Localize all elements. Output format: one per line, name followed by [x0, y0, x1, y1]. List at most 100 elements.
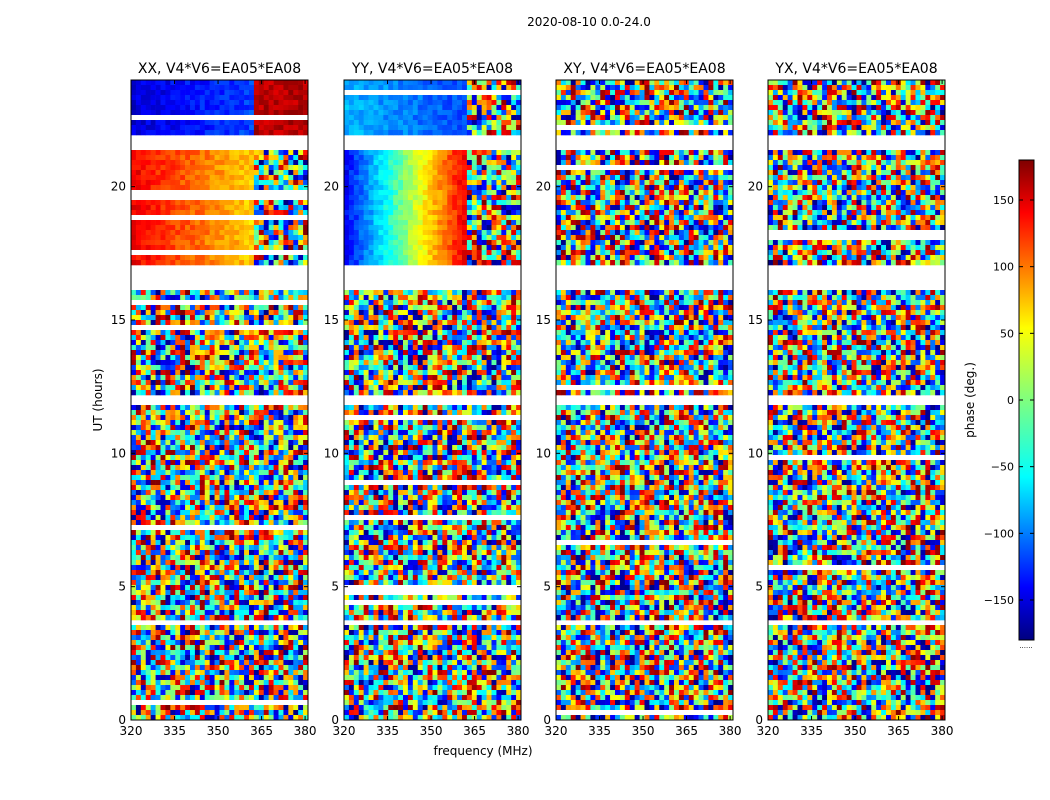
phase-cell [368, 80, 374, 86]
phase-cell [249, 705, 255, 711]
phase-cell [204, 705, 210, 711]
phase-cell [224, 530, 230, 536]
phase-cell [160, 350, 166, 356]
phase-cell [229, 90, 235, 96]
phase-cell [219, 640, 225, 646]
phase-cell [219, 105, 225, 111]
phase-cell [239, 210, 245, 216]
phase-cell [283, 325, 289, 331]
phase-cell [234, 455, 240, 461]
phase-cell [209, 480, 215, 486]
phase-cell [140, 605, 147, 611]
phase-cell [273, 705, 279, 711]
phase-cell [412, 120, 419, 126]
phase-cell [180, 600, 186, 606]
phase-cell [175, 650, 181, 656]
phase-cell [131, 350, 137, 356]
phase-cell [268, 535, 274, 541]
phase-cell [180, 485, 186, 491]
phase-cell [209, 495, 215, 501]
phase-cell [253, 580, 260, 586]
phase-cell [209, 600, 215, 606]
phase-cell [209, 645, 215, 651]
phase-cell [214, 325, 220, 331]
phase-cell [258, 655, 265, 661]
phase-cell [131, 390, 137, 396]
phase-cell [298, 255, 304, 261]
phase-cell [145, 480, 151, 486]
phase-cell [199, 560, 206, 566]
phase-cell [229, 355, 235, 361]
phase-cell [452, 175, 458, 181]
phase-cell [412, 125, 419, 131]
phase-cell [190, 315, 196, 321]
phase-cell [229, 130, 235, 136]
phase-cell [288, 540, 294, 546]
phase-cell [234, 370, 240, 376]
phase-cell [204, 420, 210, 426]
phase-cell [298, 200, 304, 206]
phase-cell [190, 125, 196, 131]
phase-cell [298, 165, 304, 171]
phase-cell [224, 350, 230, 356]
phase-cell [180, 605, 186, 611]
phase-cell [229, 595, 235, 601]
phase-cell [199, 425, 206, 431]
phase-cell [145, 195, 151, 201]
phase-cell [383, 100, 389, 106]
phase-cell [214, 385, 220, 391]
phase-cell [268, 95, 274, 101]
phase-cell [253, 525, 260, 531]
phase-cell [432, 105, 438, 111]
phase-row [131, 180, 309, 186]
phase-cell [278, 130, 284, 136]
phase-cell [199, 390, 206, 396]
phase-cell [273, 655, 279, 661]
phase-cell [268, 475, 274, 481]
phase-cell [253, 495, 260, 501]
phase-cell [204, 505, 210, 511]
phase-cell [175, 510, 181, 516]
phase-cell [224, 95, 230, 101]
phase-cell [170, 165, 176, 171]
phase-cell [293, 230, 299, 236]
phase-cell [239, 615, 245, 621]
phase-cell [204, 305, 210, 311]
phase-cell [150, 640, 156, 646]
phase-cell [244, 155, 250, 161]
phase-cell [298, 190, 304, 196]
phase-cell [298, 170, 304, 176]
phase-cell [303, 590, 309, 596]
phase-cell [204, 495, 210, 501]
phase-cell [462, 165, 468, 171]
phase-cell [273, 335, 279, 341]
phase-cell [268, 415, 274, 421]
phase-cell [204, 545, 210, 551]
phase-cell [131, 650, 137, 656]
phase-cell [150, 370, 156, 376]
phase-cell [378, 170, 384, 176]
phase-cell [268, 345, 274, 351]
phase-cell [403, 170, 409, 176]
phase-cell [135, 370, 142, 376]
phase-cell [190, 105, 196, 111]
phase-row [131, 650, 309, 656]
phase-cell [140, 380, 147, 386]
phase-cell [150, 255, 156, 261]
phase-cell [140, 335, 147, 341]
phase-cell [229, 315, 235, 321]
phase-cell [253, 100, 260, 106]
phase-cell [180, 335, 186, 341]
phase-cell [150, 480, 156, 486]
phase-cell [175, 210, 181, 216]
phase-cell [145, 170, 151, 176]
phase-cell [170, 475, 176, 481]
phase-cell [244, 85, 250, 91]
phase-cell [303, 300, 309, 306]
phase-cell [249, 650, 255, 656]
phase-cell [432, 80, 438, 86]
phase-cell [273, 90, 279, 96]
phase-cell [209, 655, 215, 661]
phase-cell [263, 480, 269, 486]
phase-cell [224, 125, 230, 131]
